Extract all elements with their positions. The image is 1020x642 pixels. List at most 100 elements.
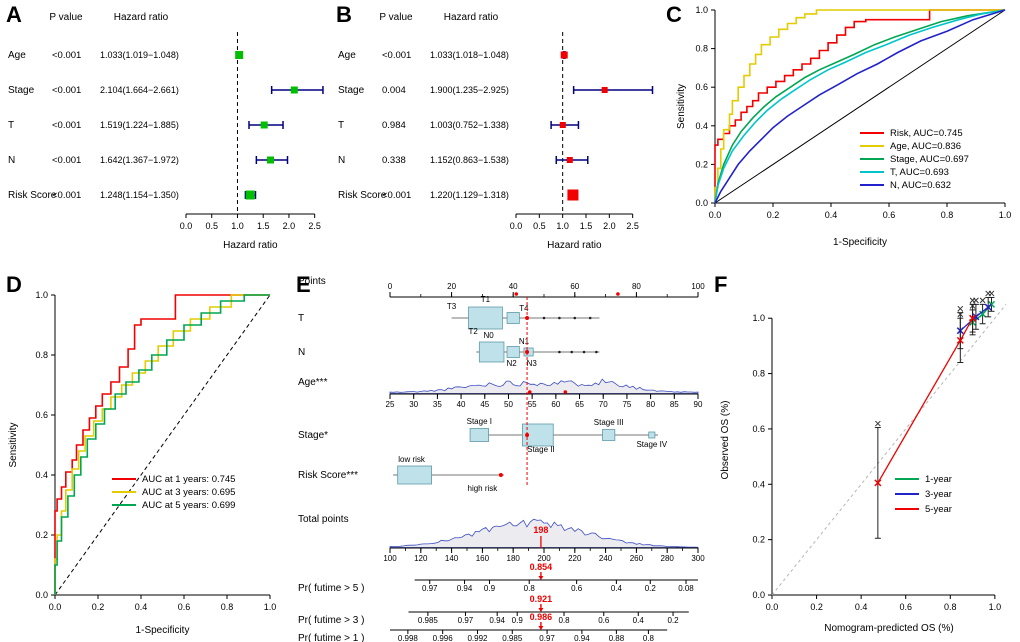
- svg-text:260: 260: [630, 554, 644, 563]
- svg-text:70: 70: [599, 400, 608, 409]
- svg-text:Risk, AUC=0.745: Risk, AUC=0.745: [890, 128, 963, 139]
- svg-text:0.9: 0.9: [484, 584, 496, 593]
- panel-calibration: 0.0 0.0 0.2 0.2 0.4 0.4 0.6 0.6 0.8 0.8 1.0 1.0 Nomo…: [710, 270, 1020, 642]
- svg-text:Age: Age: [338, 50, 356, 61]
- svg-text:Stage: Stage: [338, 85, 365, 96]
- svg-text:75: 75: [622, 400, 631, 409]
- svg-text:Observed OS (%): Observed OS (%): [720, 401, 731, 480]
- svg-text:2.5: 2.5: [308, 221, 321, 231]
- svg-text:0.97: 0.97: [422, 584, 438, 593]
- svg-text:0.6: 0.6: [752, 424, 765, 434]
- svg-text:N3: N3: [527, 359, 538, 368]
- svg-text:45: 45: [480, 400, 489, 409]
- svg-text:T: T: [8, 120, 14, 131]
- svg-text:2.5: 2.5: [626, 221, 639, 231]
- svg-text:low risk: low risk: [398, 455, 426, 464]
- svg-text:1.248(1.154−1.350): 1.248(1.154−1.350): [100, 190, 179, 200]
- svg-text:0.2: 0.2: [752, 535, 765, 545]
- svg-text:0.992: 0.992: [467, 634, 488, 642]
- svg-text:80: 80: [646, 400, 655, 409]
- svg-text:1.220(1.129−1.318): 1.220(1.129−1.318): [430, 190, 509, 200]
- roc-plot-time: 0.00.0 0.2 0.2 0.4 0.4 0.6 0.6 0.8 0.8 1.0 1.0 1-Sp…: [8, 290, 276, 636]
- forest-plot-multivariate: P value Hazard ratio Age <0.001 1.033(1.018−…: [338, 12, 654, 251]
- svg-text:0.6: 0.6: [695, 82, 708, 92]
- svg-text:N: N: [8, 155, 15, 166]
- svg-text:Pr( futime > 5 ): Pr( futime > 5 ): [298, 583, 364, 594]
- svg-text:0.8: 0.8: [35, 350, 48, 360]
- svg-text:1.0: 1.0: [999, 210, 1012, 220]
- svg-text:0.94: 0.94: [457, 584, 473, 593]
- svg-text:0.2: 0.2: [35, 530, 48, 540]
- svg-text:0.0: 0.0: [766, 602, 779, 612]
- nomogram-plot: Points 0 20 40 60 80 100 T T3 T1 T4 T2 N N0 N1 N2 N3 Age*…: [298, 276, 705, 642]
- svg-text:2.0: 2.0: [603, 221, 616, 231]
- svg-text:Stage II: Stage II: [527, 445, 555, 454]
- svg-text:0.88: 0.88: [609, 634, 625, 642]
- svg-text:0: 0: [388, 282, 393, 291]
- svg-text:0.2: 0.2: [767, 210, 780, 220]
- svg-text:Stage III: Stage III: [594, 418, 624, 427]
- panel-roc-time: 0.0 0.0 0.2 0.2 0.4 0.4 0.6 0.6 0.8 0.8 1.0 1.0 1-Sp…: [0, 270, 290, 642]
- svg-text:AUC at 1 years: 0.745: AUC at 1 years: 0.745: [142, 474, 235, 485]
- svg-text:N0: N0: [483, 331, 494, 340]
- svg-text:<0.001: <0.001: [52, 85, 81, 96]
- svg-text:35: 35: [433, 400, 442, 409]
- svg-text:160: 160: [476, 554, 490, 563]
- svg-text:<0.001: <0.001: [382, 50, 411, 61]
- svg-text:0.2: 0.2: [645, 584, 657, 593]
- svg-text:0.8: 0.8: [752, 369, 765, 379]
- svg-text:T2: T2: [468, 327, 478, 336]
- svg-text:300: 300: [691, 554, 705, 563]
- svg-text:0.998: 0.998: [398, 634, 419, 642]
- svg-text:0.4: 0.4: [35, 470, 48, 480]
- svg-text:0.854: 0.854: [530, 562, 553, 572]
- svg-text:0.94: 0.94: [574, 634, 590, 642]
- svg-text:Stage, AUC=0.697: Stage, AUC=0.697: [890, 154, 969, 165]
- svg-text:Stage: Stage: [8, 85, 35, 96]
- svg-text:0.0: 0.0: [510, 221, 523, 231]
- svg-text:T: T: [338, 120, 344, 131]
- svg-text:0.4: 0.4: [135, 602, 148, 612]
- svg-text:1-Specificity: 1-Specificity: [136, 625, 190, 636]
- svg-text:0.97: 0.97: [458, 616, 474, 625]
- svg-text:Sensitivity: Sensitivity: [676, 84, 687, 129]
- svg-text:0.2: 0.2: [667, 616, 679, 625]
- svg-text:1.5: 1.5: [580, 221, 593, 231]
- svg-text:85: 85: [670, 400, 679, 409]
- svg-text:0.004: 0.004: [382, 85, 406, 96]
- panel-roc-factors: 0.0 0.0 0.2 0.2 0.4 0.4 0.6 0.6 0.8 0.8 1.0 1.0 1-Sp…: [660, 0, 1020, 268]
- svg-text:40: 40: [457, 400, 466, 409]
- svg-text:0.4: 0.4: [633, 616, 645, 625]
- svg-text:N, AUC=0.632: N, AUC=0.632: [890, 180, 951, 191]
- svg-text:220: 220: [568, 554, 582, 563]
- svg-text:Stage*: Stage*: [298, 430, 328, 441]
- panel-forest-multivariate: P value Hazard ratio Age <0.001 1.033(1.018−…: [330, 0, 660, 268]
- svg-text:1.0: 1.0: [752, 313, 765, 323]
- svg-text:Hazard ratio: Hazard ratio: [547, 240, 602, 251]
- svg-text:T, AUC=0.693: T, AUC=0.693: [890, 167, 949, 178]
- svg-text:0.5: 0.5: [533, 221, 546, 231]
- svg-text:50: 50: [504, 400, 513, 409]
- svg-text:0.921: 0.921: [530, 594, 553, 604]
- svg-text:40: 40: [509, 282, 518, 291]
- svg-text:Pr( futime > 1 ): Pr( futime > 1 ): [298, 633, 364, 642]
- svg-text:0.0: 0.0: [752, 590, 765, 600]
- svg-text:30: 30: [409, 400, 418, 409]
- svg-text:0.0: 0.0: [180, 221, 193, 231]
- svg-text:Age, AUC=0.836: Age, AUC=0.836: [890, 141, 961, 152]
- svg-text:0.0: 0.0: [709, 210, 722, 220]
- svg-text:120: 120: [414, 554, 428, 563]
- svg-text:0.8: 0.8: [558, 616, 570, 625]
- svg-text:180: 180: [507, 554, 521, 563]
- svg-text:Hazard ratio: Hazard ratio: [223, 240, 278, 251]
- calibration-plot: 0.00.0 0.2 0.2 0.4 0.4 0.6 0.6 0.8 0.8 1.0 1.0 Nomo…: [720, 290, 1007, 634]
- svg-text:Stage IV: Stage IV: [636, 440, 667, 449]
- svg-text:0.8: 0.8: [941, 210, 954, 220]
- svg-text:0.338: 0.338: [382, 155, 406, 166]
- svg-text:Stage I: Stage I: [467, 417, 492, 426]
- svg-text:55: 55: [528, 400, 537, 409]
- svg-text:5-year: 5-year: [925, 504, 952, 515]
- svg-text:280: 280: [661, 554, 675, 563]
- svg-text:0.2: 0.2: [695, 159, 708, 169]
